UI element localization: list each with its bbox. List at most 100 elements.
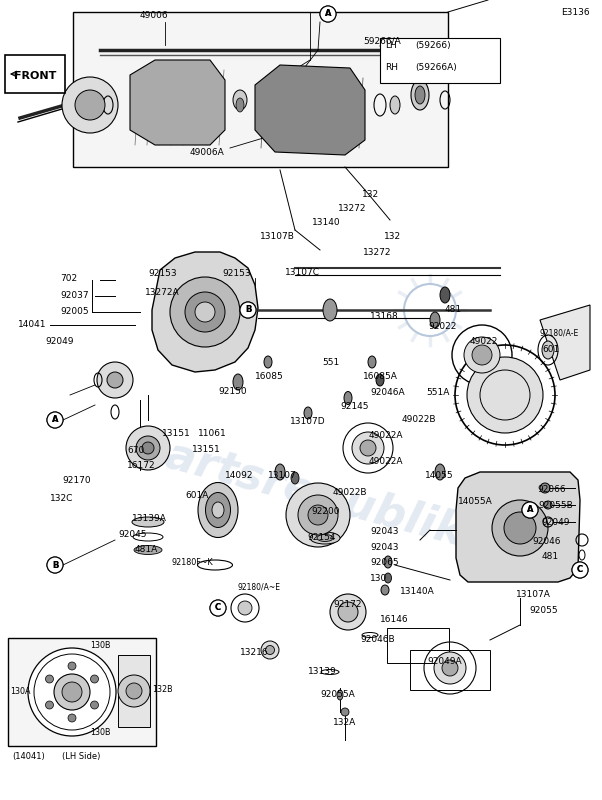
Text: B: B (52, 561, 58, 570)
Text: 92172: 92172 (333, 600, 361, 609)
Text: 13272: 13272 (363, 248, 391, 257)
Text: A: A (324, 10, 331, 18)
Ellipse shape (236, 98, 244, 112)
Circle shape (136, 436, 160, 460)
Text: (59266): (59266) (415, 41, 451, 50)
Text: 49022B: 49022B (333, 488, 367, 497)
Ellipse shape (132, 517, 164, 527)
Text: 92046: 92046 (532, 537, 560, 546)
Polygon shape (255, 65, 365, 155)
Text: C: C (215, 603, 221, 613)
Text: C: C (215, 603, 221, 613)
Circle shape (62, 77, 118, 133)
Text: 16085: 16085 (255, 372, 284, 381)
Text: FRONT: FRONT (14, 71, 56, 81)
Ellipse shape (198, 482, 238, 538)
Circle shape (142, 442, 154, 454)
Circle shape (240, 302, 256, 318)
Text: 92037: 92037 (60, 291, 88, 300)
Circle shape (195, 302, 215, 322)
Circle shape (572, 562, 588, 578)
Ellipse shape (415, 86, 425, 104)
Text: A: A (527, 506, 533, 514)
Text: 92153: 92153 (222, 269, 250, 278)
Text: 92154: 92154 (307, 533, 335, 542)
Circle shape (572, 562, 588, 578)
Text: 14041: 14041 (18, 320, 46, 329)
Ellipse shape (233, 374, 243, 390)
Text: 59266/A: 59266/A (363, 36, 401, 45)
Text: 92046B: 92046B (360, 635, 395, 644)
Ellipse shape (264, 356, 272, 368)
Ellipse shape (385, 573, 391, 583)
Ellipse shape (440, 287, 450, 303)
Text: 132A: 132A (333, 718, 356, 727)
Circle shape (47, 412, 63, 428)
Circle shape (62, 682, 82, 702)
Text: 13107C: 13107C (285, 268, 320, 277)
Text: 92005: 92005 (60, 307, 88, 316)
Circle shape (522, 502, 538, 518)
Circle shape (320, 6, 336, 22)
Circle shape (544, 501, 552, 509)
Text: 13107B: 13107B (260, 232, 295, 241)
Text: (LH Side): (LH Side) (62, 752, 101, 761)
Text: 16172: 16172 (127, 461, 156, 470)
Text: 13151: 13151 (192, 445, 221, 454)
Ellipse shape (304, 407, 312, 419)
Circle shape (434, 652, 466, 684)
Text: 13107: 13107 (268, 471, 297, 480)
Text: 92049: 92049 (541, 518, 569, 527)
Ellipse shape (542, 341, 554, 359)
Circle shape (170, 277, 240, 347)
Polygon shape (540, 305, 590, 380)
Circle shape (352, 432, 384, 464)
Text: 601A: 601A (185, 491, 208, 500)
Ellipse shape (323, 299, 337, 321)
Text: 130: 130 (370, 574, 387, 583)
Circle shape (46, 701, 54, 709)
Ellipse shape (317, 534, 333, 542)
Text: B: B (245, 306, 251, 314)
Text: 92180/A-E: 92180/A-E (540, 328, 579, 337)
Text: 13168: 13168 (370, 312, 399, 321)
Text: 92045: 92045 (118, 530, 146, 539)
Ellipse shape (291, 472, 299, 484)
Circle shape (185, 292, 225, 332)
Circle shape (338, 602, 358, 622)
Circle shape (472, 345, 492, 365)
Circle shape (522, 502, 538, 518)
Circle shape (126, 426, 170, 470)
Text: 13140A: 13140A (400, 587, 435, 596)
Text: 92180F~K: 92180F~K (172, 558, 214, 567)
Ellipse shape (384, 556, 392, 568)
Circle shape (467, 357, 543, 433)
Ellipse shape (376, 374, 384, 386)
Ellipse shape (233, 90, 247, 110)
Text: 601: 601 (542, 345, 559, 354)
Ellipse shape (212, 502, 224, 518)
Text: 13107A: 13107A (516, 590, 551, 599)
Text: RH: RH (385, 63, 398, 72)
Circle shape (68, 714, 76, 722)
Bar (380, 38, 500, 83)
Text: 481: 481 (542, 552, 559, 561)
Circle shape (75, 90, 105, 120)
Circle shape (341, 708, 349, 716)
Circle shape (308, 505, 328, 525)
Text: 130B: 130B (90, 728, 111, 737)
Bar (73, 12, 448, 167)
Text: B: B (52, 561, 58, 570)
Text: 13151: 13151 (162, 429, 191, 438)
Text: 92055A: 92055A (320, 690, 355, 699)
Text: 130B: 130B (90, 641, 111, 650)
Text: 49006: 49006 (140, 11, 169, 20)
Text: 13140: 13140 (312, 218, 341, 227)
Text: partsrepublik: partsrepublik (131, 426, 470, 554)
Text: 130A: 130A (10, 687, 31, 697)
Text: 13139A: 13139A (132, 514, 167, 523)
Bar (410, 650, 490, 690)
Circle shape (97, 362, 133, 398)
Text: 132B: 132B (152, 686, 173, 694)
Circle shape (107, 372, 123, 388)
